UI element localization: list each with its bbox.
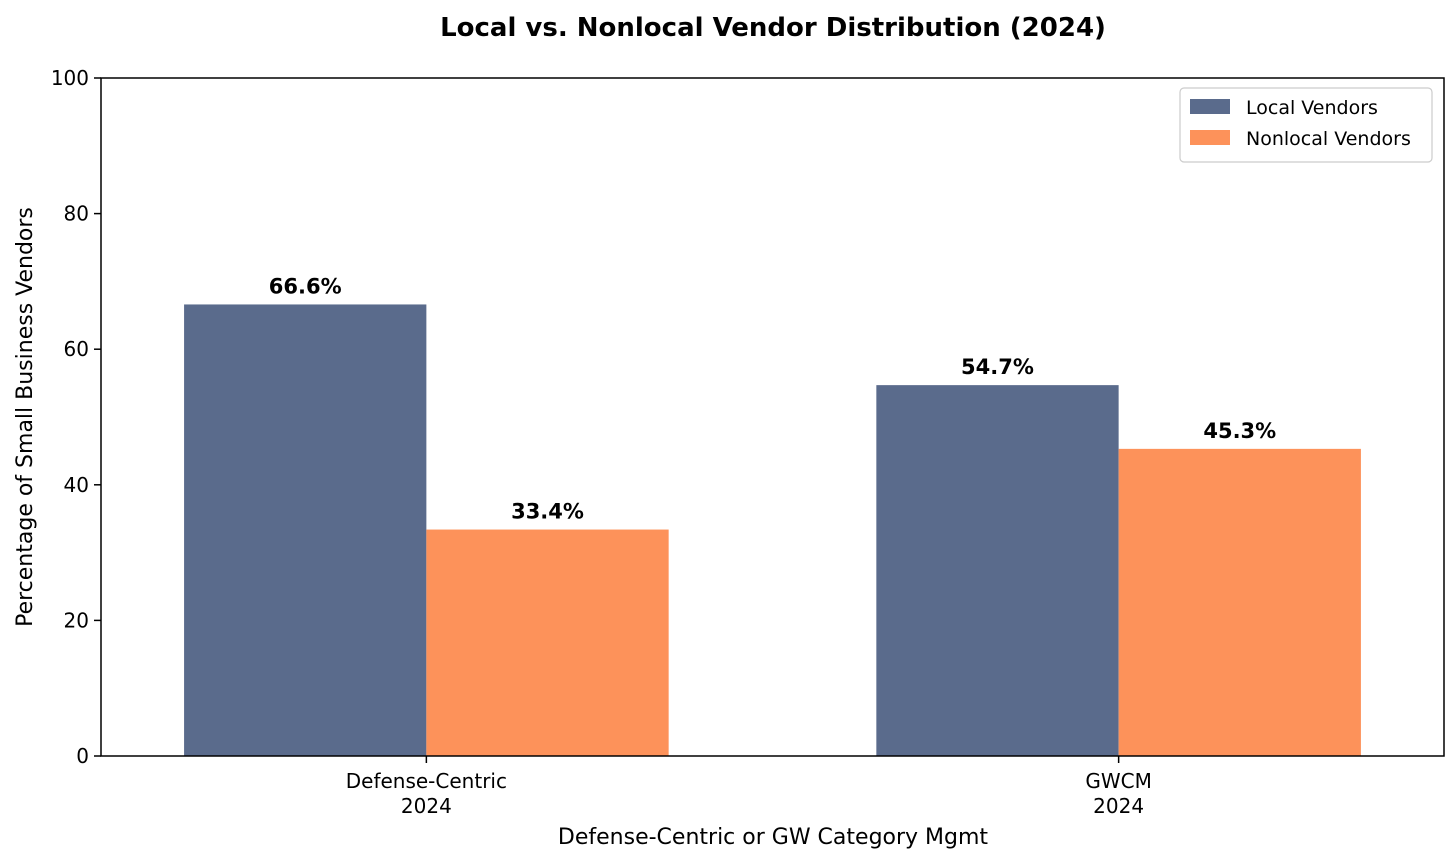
legend: Local Vendors Nonlocal Vendors [1179, 87, 1433, 163]
x-tick-label: GWCM [1085, 769, 1152, 793]
y-tick-label: 40 [64, 473, 89, 497]
bar-local-vendors [876, 385, 1119, 756]
x-axis-label: Defense-Centric or GW Category Mgmt [558, 825, 989, 850]
y-tick-label: 80 [64, 202, 89, 226]
y-tick-label: 60 [64, 337, 89, 361]
bar-value-label: 66.6% [269, 274, 342, 298]
y-tick-label: 20 [64, 608, 89, 632]
y-tick-label: 0 [76, 744, 89, 768]
bar-nonlocal-vendors [426, 529, 669, 756]
y-axis-label: Percentage of Small Business Vendors [13, 207, 38, 627]
x-tick-label: Defense-Centric [346, 769, 507, 793]
legend-entry-label: Nonlocal Vendors [1246, 128, 1411, 150]
legend-frame [1179, 87, 1433, 163]
bars-layer: 66.6% 33.4% 54.7% 45.3% [184, 274, 1361, 756]
bar-nonlocal-vendors [1118, 448, 1361, 756]
chart-title: Local vs. Nonlocal Vendor Distribution (… [440, 13, 1106, 43]
plot-frame [100, 77, 1445, 757]
bar-local-vendors [184, 304, 427, 756]
bar-value-label: 54.7% [961, 355, 1034, 379]
x-tick-label: 2024 [401, 794, 452, 818]
x-tick-label: 2024 [1093, 794, 1144, 818]
bar-value-label: 45.3% [1203, 419, 1276, 443]
legend-entry-label: Local Vendors [1246, 97, 1378, 119]
bar-value-label: 33.4% [511, 500, 584, 524]
legend-swatch [1190, 99, 1230, 114]
y-tick-label: 100 [51, 66, 89, 90]
legend-swatch [1190, 130, 1230, 145]
